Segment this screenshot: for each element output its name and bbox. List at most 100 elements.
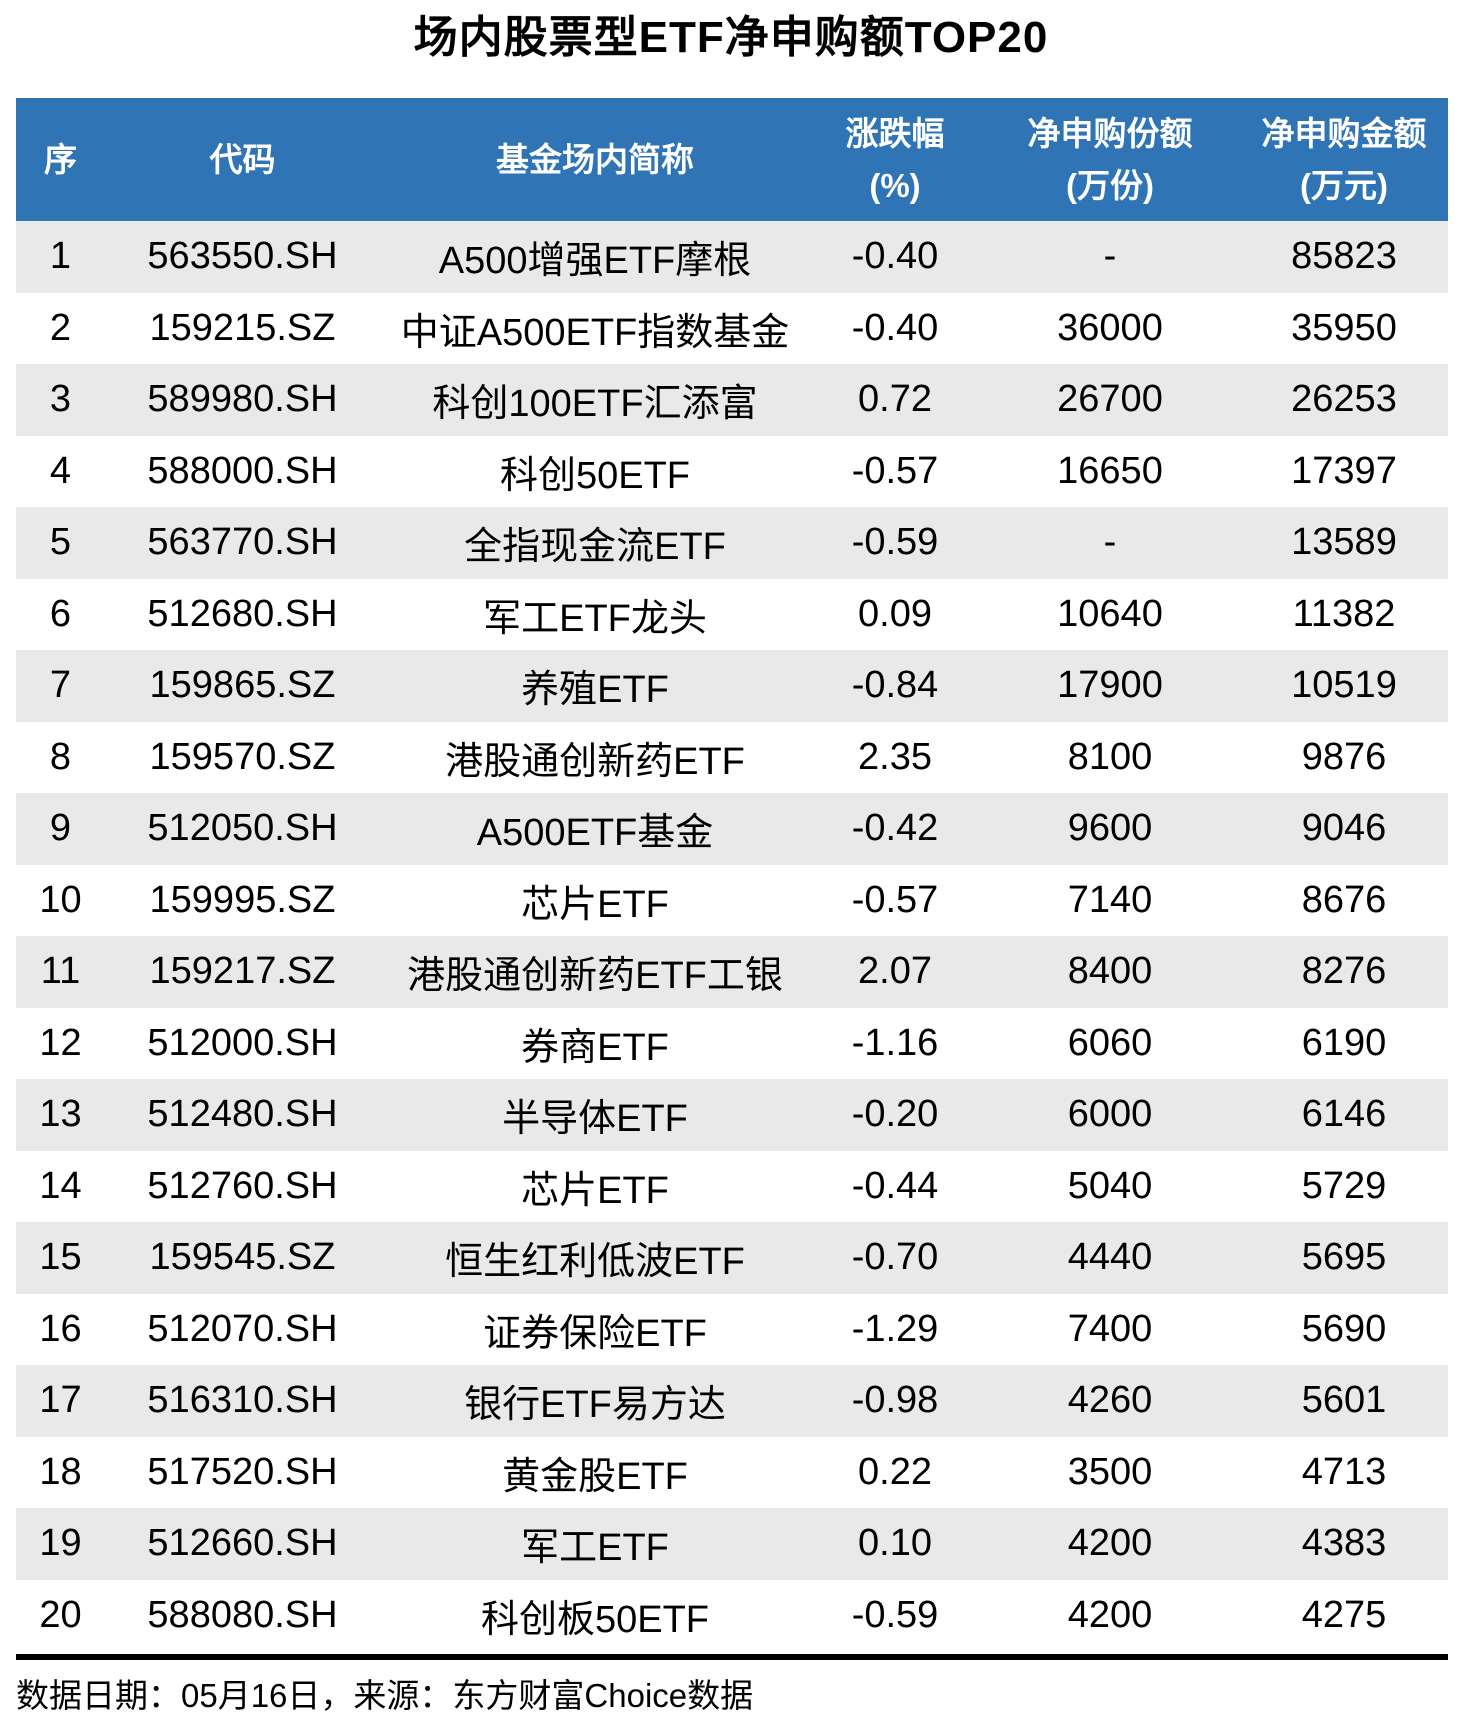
cell-name: 恒生红利低波ETF [380, 1222, 810, 1294]
table-row: 16 512070.SH 证券保险ETF -1.29 7400 5690 [16, 1293, 1448, 1365]
cell-amount: 4383 [1240, 1508, 1448, 1580]
table-row: 11 159217.SZ 港股通创新药ETF工银 2.07 8400 8276 [16, 936, 1448, 1008]
col-header-code-label: 代码 [209, 140, 276, 178]
table-row: 17 516310.SH 银行ETF易方达 -0.98 4260 5601 [16, 1365, 1448, 1437]
cell-name: A500ETF基金 [380, 793, 810, 865]
cell-amount: 35950 [1240, 292, 1448, 364]
source-note: 数据日期：05月16日，来源：东方财富Choice数据 [16, 1677, 754, 1714]
cell-rank: 7 [16, 650, 105, 722]
table-body: 1 563550.SH A500增强ETF摩根 -0.40-85823 2 159215.… [16, 221, 1448, 1651]
cell-change: 0.72 [810, 364, 980, 436]
table-row: 5 563770.SH 全指现金流ETF -0.59-13589 [16, 507, 1448, 579]
col-header-rank: 序 [16, 98, 105, 221]
cell-change: -0.57 [810, 864, 980, 936]
cell-rank: 14 [16, 1150, 105, 1222]
table-row: 15 159545.SZ 恒生红利低波ETF -0.70 4440 5695 [16, 1222, 1448, 1294]
cell-amount: 13589 [1240, 507, 1448, 579]
cell-name: 军工ETF [380, 1508, 810, 1580]
cell-name: 科创板50ETF [380, 1579, 810, 1651]
cell-amount: 9046 [1240, 793, 1448, 865]
cell-name: 科创100ETF汇添富 [380, 364, 810, 436]
col-header-name: 基金场内简称 [380, 98, 810, 221]
etf-table: 序 代码 基金场内简称 涨跌幅 (%) 净申购份额 (万份) 净申购金额 (万 [16, 98, 1448, 1651]
cell-amount: 11382 [1240, 578, 1448, 650]
cell-code: 512680.SH [105, 578, 380, 650]
cell-name: 中证A500ETF指数基金 [380, 292, 810, 364]
cell-shares: 7400 [980, 1293, 1240, 1365]
col-header-amount-label: 净申购金额 [1261, 115, 1427, 153]
cell-code: 563770.SH [105, 507, 380, 579]
cell-change: -0.44 [810, 1150, 980, 1222]
cell-shares: 36000 [980, 292, 1240, 364]
table-row: 13 512480.SH 半导体ETF -0.20 6000 6146 [16, 1079, 1448, 1151]
cell-amount: 6146 [1240, 1079, 1448, 1151]
cell-code: 512050.SH [105, 793, 380, 865]
cell-shares: 4200 [980, 1508, 1240, 1580]
table-header: 序 代码 基金场内简称 涨跌幅 (%) 净申购份额 (万份) 净申购金额 (万 [16, 98, 1448, 221]
cell-change: 2.35 [810, 721, 980, 793]
cell-rank: 4 [16, 435, 105, 507]
cell-name: 芯片ETF [380, 1150, 810, 1222]
bottom-divider-line [16, 1654, 1448, 1660]
cell-name: 半导体ETF [380, 1079, 810, 1151]
cell-shares: 7140 [980, 864, 1240, 936]
cell-shares: 5040 [980, 1150, 1240, 1222]
table-row: 8 159570.SZ 港股通创新药ETF 2.35 8100 9876 [16, 721, 1448, 793]
cell-change: -0.40 [810, 292, 980, 364]
col-header-shares: 净申购份额 (万份) [980, 98, 1240, 221]
cell-code: 588000.SH [105, 435, 380, 507]
col-header-change-sub: (%) [869, 166, 921, 204]
table-row: 10 159995.SZ 芯片ETF -0.57 7140 8676 [16, 864, 1448, 936]
cell-rank: 9 [16, 793, 105, 865]
cell-name: 港股通创新药ETF工银 [380, 936, 810, 1008]
col-header-shares-label: 净申购份额 [1027, 115, 1193, 153]
cell-shares: 4440 [980, 1222, 1240, 1294]
cell-rank: 1 [16, 221, 105, 293]
col-header-change-label: 涨跌幅 [845, 115, 945, 153]
cell-code: 159545.SZ [105, 1222, 380, 1294]
cell-shares: - [980, 221, 1240, 293]
cell-amount: 5601 [1240, 1365, 1448, 1437]
cell-shares: 17900 [980, 650, 1240, 722]
cell-amount: 17397 [1240, 435, 1448, 507]
cell-code: 159570.SZ [105, 721, 380, 793]
header-row: 序 代码 基金场内简称 涨跌幅 (%) 净申购份额 (万份) 净申购金额 (万 [16, 98, 1448, 221]
cell-name: A500增强ETF摩根 [380, 221, 810, 293]
cell-shares: 8100 [980, 721, 1240, 793]
cell-shares: 8400 [980, 936, 1240, 1008]
cell-shares: 10640 [980, 578, 1240, 650]
cell-name: 银行ETF易方达 [380, 1365, 810, 1437]
col-header-rank-label: 序 [44, 140, 77, 178]
cell-shares: 6000 [980, 1079, 1240, 1151]
cell-code: 589980.SH [105, 364, 380, 436]
cell-rank: 16 [16, 1293, 105, 1365]
cell-amount: 8676 [1240, 864, 1448, 936]
cell-shares: 26700 [980, 364, 1240, 436]
cell-code: 512070.SH [105, 1293, 380, 1365]
cell-name: 证券保险ETF [380, 1293, 810, 1365]
cell-amount: 26253 [1240, 364, 1448, 436]
cell-rank: 18 [16, 1436, 105, 1508]
cell-rank: 5 [16, 507, 105, 579]
table-row: 4 588000.SH 科创50ETF -0.57 16650 17397 [16, 435, 1448, 507]
col-header-code: 代码 [105, 98, 380, 221]
cell-rank: 19 [16, 1508, 105, 1580]
cell-shares: 9600 [980, 793, 1240, 865]
cell-code: 159995.SZ [105, 864, 380, 936]
cell-shares: 16650 [980, 435, 1240, 507]
cell-code: 159215.SZ [105, 292, 380, 364]
col-header-amount: 净申购金额 (万元) [1240, 98, 1448, 221]
cell-code: 512480.SH [105, 1079, 380, 1151]
cell-rank: 20 [16, 1579, 105, 1651]
cell-change: -0.98 [810, 1365, 980, 1437]
table-row: 6 512680.SH 军工ETF龙头 0.09 10640 11382 [16, 578, 1448, 650]
cell-rank: 8 [16, 721, 105, 793]
cell-shares: 4260 [980, 1365, 1240, 1437]
cell-shares: 4200 [980, 1579, 1240, 1651]
cell-shares: - [980, 507, 1240, 579]
table-row: 3 589980.SH 科创100ETF汇添富 0.72 26700 26253 [16, 364, 1448, 436]
cell-change: -1.29 [810, 1293, 980, 1365]
table-row: 9 512050.SH A500ETF基金 -0.42 9600 9046 [16, 793, 1448, 865]
cell-rank: 3 [16, 364, 105, 436]
cell-amount: 6190 [1240, 1007, 1448, 1079]
